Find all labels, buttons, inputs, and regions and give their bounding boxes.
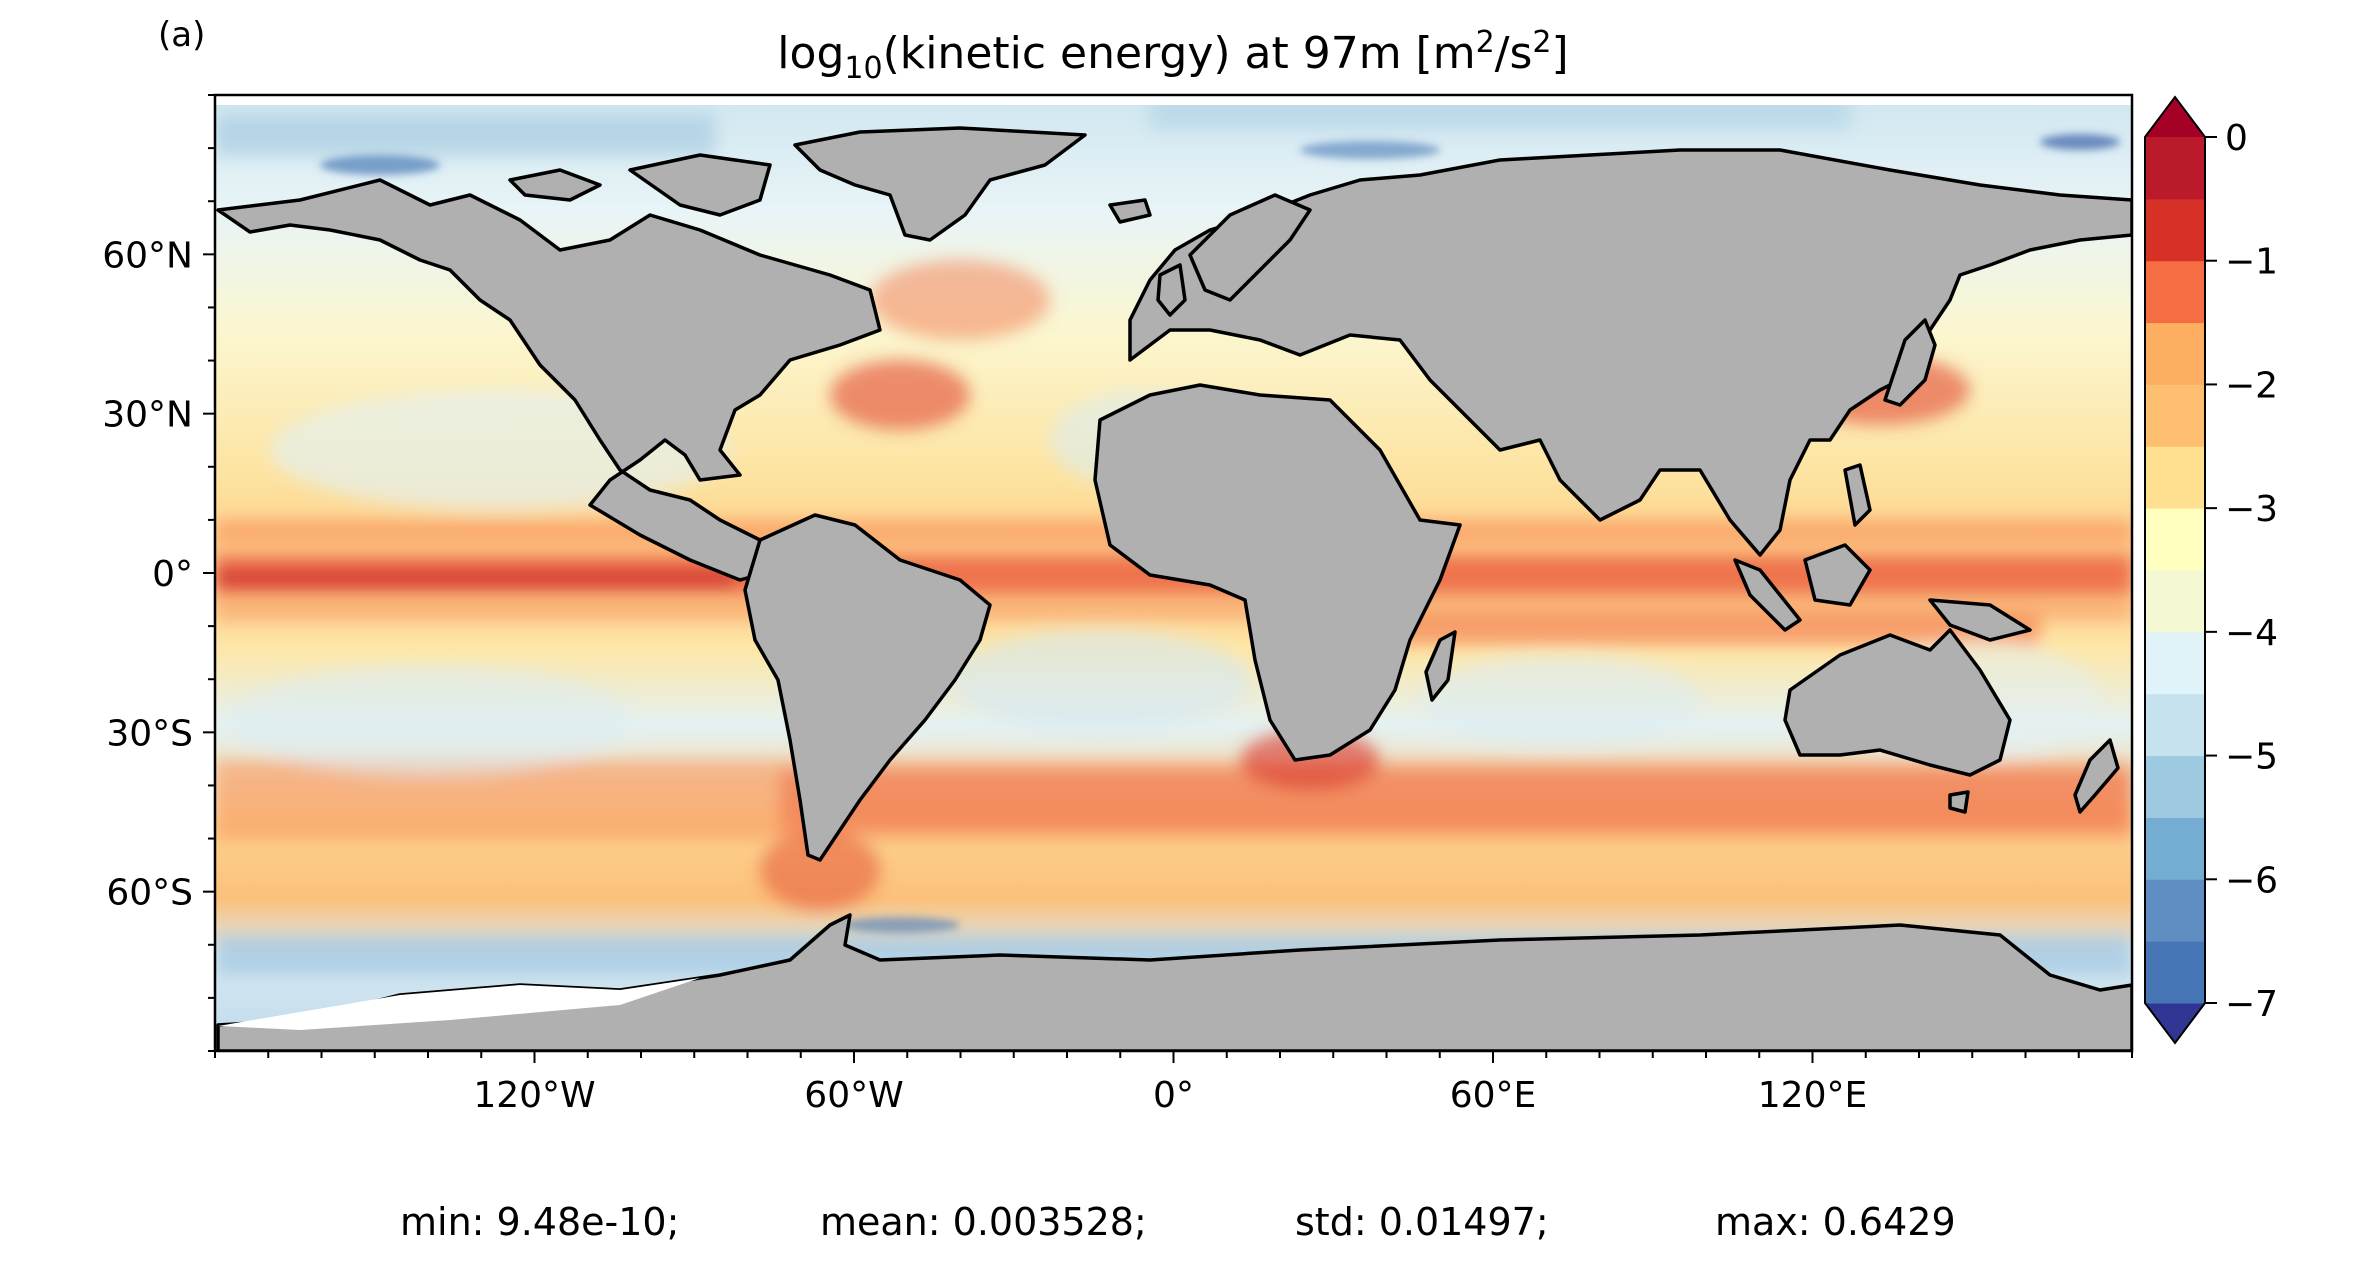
y-tick-label: 0° [152,554,193,595]
stat-max: max: 0.6429 [1715,1200,1956,1244]
colorbar-segment [2145,384,2205,447]
x-tick-label: 120°E [1758,1075,1867,1116]
x-tick-label: 0° [1153,1075,1194,1116]
y-axis: 60°N 30°N 0° 30°S 60°S [102,94,215,1052]
philippines [1843,463,1872,527]
colorbar-extend-min [2145,1003,2205,1043]
colorbar-segment [2145,631,2205,695]
colorbar-segment [2145,570,2205,633]
sumatra [1733,558,1802,632]
stat-std: std: 0.01497; [1295,1200,1549,1244]
madagascar [1424,630,1457,702]
new-zealand [2073,738,2120,814]
north-america [216,178,882,582]
tasmania [1948,790,1970,814]
colorbar-segment [2145,446,2205,509]
land [216,126,2132,1051]
colorbar-tick-label: −7 [2225,984,2278,1025]
africa [1093,383,1462,762]
colorbar-segment [2145,260,2205,324]
colorbar-tick-label: 0 [2225,118,2248,159]
colorbar-segment [2145,755,2205,818]
stat-mean: mean: 0.003528; [820,1200,1147,1244]
colorbar-tick-label: −2 [2225,365,2278,406]
colorbar-tick-label: −5 [2225,737,2278,778]
japan [1883,318,1937,407]
colorbar-segment [2145,322,2205,385]
colorbar-segment [2145,198,2205,262]
x-tick-label: 60°W [804,1075,903,1116]
colorbar-segment [2145,817,2205,880]
colorbar-segment [2145,879,2205,942]
colorbar-segment [2145,137,2205,200]
iceland [1108,198,1152,224]
kinetic-energy-field [215,95,2132,1051]
australia [1783,628,2012,777]
stat-min: min: 9.48e-10; [400,1200,680,1244]
new-guinea [1928,598,2032,642]
statistics-line: min: 9.48e-10; mean: 0.003528; std: 0.01… [0,1200,2362,1250]
baffin-island [628,153,772,217]
colorbar-segment [2145,941,2205,1004]
chart-title: log10(kinetic energy) at 97m [m2/s2] [777,25,1568,86]
x-tick-label: 60°E [1450,1075,1537,1116]
panel-label: (a) [158,15,205,55]
borneo [1803,543,1872,607]
colorbar-extend-max [2145,97,2205,137]
colorbar-segment [2145,508,2205,571]
x-tick-label: 120°W [473,1075,595,1116]
y-tick-label: 30°S [106,713,193,754]
british-isles [1156,263,1187,317]
colorbar-tick-label: −1 [2225,242,2278,283]
masked-regions [215,95,2132,1030]
x-axis: 120°W 60°W 0° 60°E 120°E [214,1051,2133,1116]
colorbar-tick-label: −4 [2225,613,2278,654]
y-tick-label: 60°S [106,873,193,914]
colorbar-tick-label: −6 [2225,860,2278,901]
y-tick-label: 30°N [102,395,193,436]
colorbar-tick-label: −3 [2225,489,2278,530]
y-tick-label: 60°N [102,235,193,276]
arctic-low-energy [320,134,2120,933]
south-america [743,513,992,862]
greenland [793,126,1087,242]
colorbar: 0 −1 −2 −3 −4 −5 −6 −7 [2144,95,2278,1045]
scandinavia [1188,193,1312,302]
colorbar-segment [2145,693,2205,757]
